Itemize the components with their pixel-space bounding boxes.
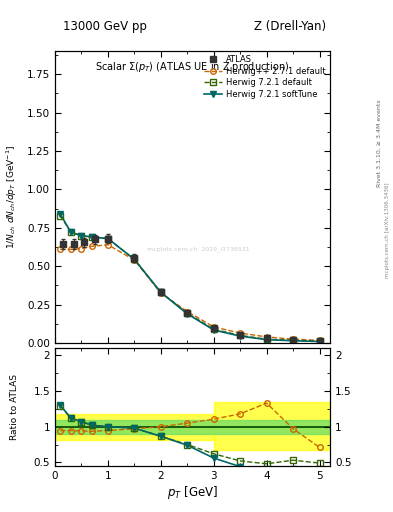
Text: mcplots.cern.ch  2019_I1736531: mcplots.cern.ch 2019_I1736531 — [147, 247, 250, 252]
Legend: ATLAS, Herwig++ 2.7.1 default, Herwig 7.2.1 default, Herwig 7.2.1 softTune: ATLAS, Herwig++ 2.7.1 default, Herwig 7.… — [204, 55, 326, 99]
Text: Z (Drell-Yan): Z (Drell-Yan) — [254, 20, 326, 33]
X-axis label: $p_T$ [GeV]: $p_T$ [GeV] — [167, 483, 218, 501]
Y-axis label: Ratio to ATLAS: Ratio to ATLAS — [10, 374, 19, 440]
Text: Scalar $\Sigma(p_T)$ (ATLAS UE in Z production): Scalar $\Sigma(p_T)$ (ATLAS UE in Z prod… — [95, 60, 290, 74]
Text: Rivet 3.1.10, ≥ 3.4M events: Rivet 3.1.10, ≥ 3.4M events — [377, 99, 382, 187]
Y-axis label: $1/N_{ch}$ $dN_{ch}/dp_T$ [GeV$^{-1}$]: $1/N_{ch}$ $dN_{ch}/dp_T$ [GeV$^{-1}$] — [5, 145, 19, 249]
Text: mcplots.cern.ch [arXiv:1306.3436]: mcplots.cern.ch [arXiv:1306.3436] — [385, 183, 389, 278]
Text: 13000 GeV pp: 13000 GeV pp — [63, 20, 147, 33]
